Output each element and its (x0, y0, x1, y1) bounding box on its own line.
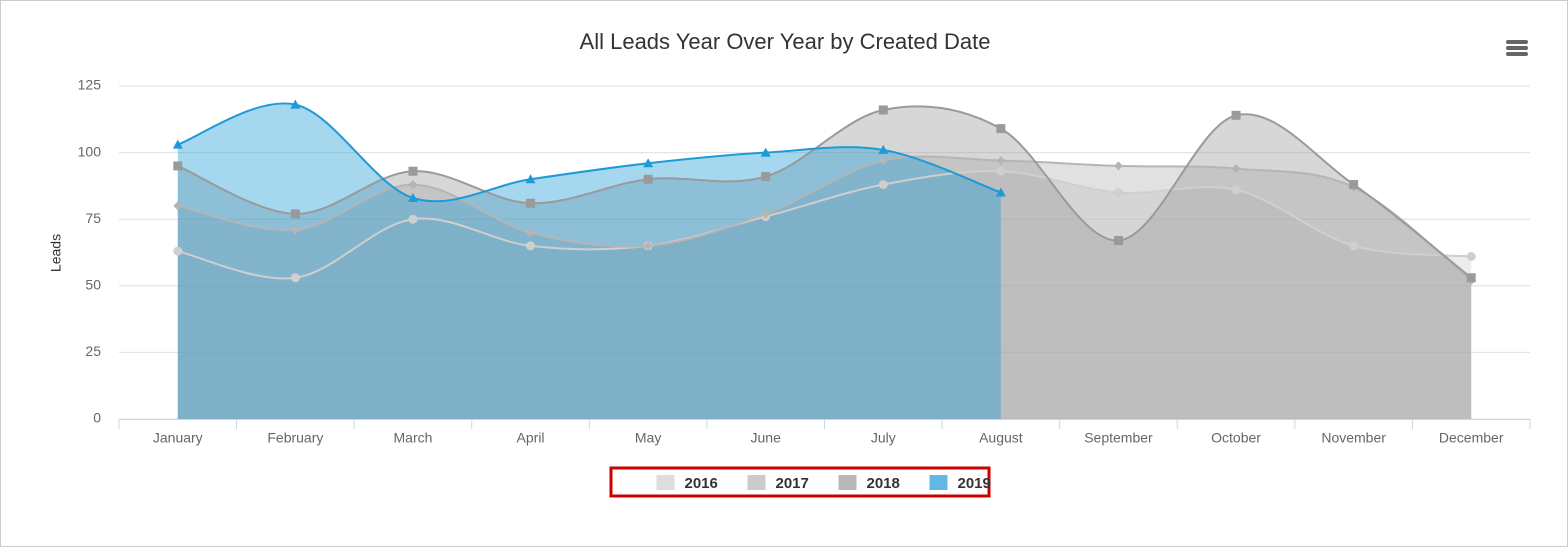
marker (996, 166, 1006, 176)
y-tick-label: 0 (93, 410, 101, 426)
marker (173, 246, 183, 256)
y-tick-label: 75 (85, 210, 101, 226)
x-tick-label: April (517, 430, 545, 446)
legend-swatch (747, 475, 766, 490)
legend-swatch (838, 475, 857, 490)
area (177, 106, 1472, 419)
marker (643, 174, 653, 184)
marker (1231, 164, 1241, 174)
marker (878, 105, 888, 115)
marker (996, 156, 1006, 166)
marker (526, 198, 536, 208)
legend-label: 2018 (867, 475, 900, 492)
x-tick-label: March (394, 430, 433, 446)
marker (878, 180, 888, 190)
marker (1231, 185, 1241, 195)
marker (408, 214, 418, 224)
legend-swatch (656, 475, 675, 490)
marker (1113, 236, 1123, 246)
marker (643, 158, 654, 168)
marker (1349, 180, 1359, 190)
marker (1349, 241, 1359, 251)
marker (1466, 273, 1476, 283)
x-tick-label: November (1321, 430, 1386, 446)
marker (1113, 188, 1123, 198)
legend-item[interactable]: 2016 (656, 475, 718, 492)
chart-title: All Leads Year Over Year by Created Date (580, 29, 991, 54)
legend-swatch (929, 475, 948, 490)
area (177, 103, 1001, 419)
line (177, 170, 1472, 280)
x-tick-label: February (267, 430, 323, 446)
marker (760, 147, 771, 157)
legend-item[interactable]: 2018 (838, 475, 900, 492)
marker (290, 225, 300, 235)
y-axis-label: Leads (48, 234, 64, 272)
x-tick-label: August (979, 430, 1023, 446)
legend-label: 2016 (685, 475, 718, 492)
marker (290, 99, 301, 109)
marker (526, 228, 536, 238)
marker (878, 156, 888, 166)
x-tick-label: May (635, 430, 661, 446)
menu-bar (1506, 40, 1528, 44)
menu-bar (1506, 46, 1528, 50)
marker (761, 172, 771, 182)
marker (290, 273, 300, 283)
x-tick-label: July (871, 430, 896, 446)
marker (172, 139, 183, 149)
marker (173, 161, 183, 171)
marker (1466, 251, 1476, 261)
y-tick-label: 50 (85, 277, 101, 293)
marker (995, 187, 1006, 197)
y-tick-label: 25 (85, 343, 101, 359)
marker (525, 174, 536, 184)
x-tick-label: December (1439, 430, 1504, 446)
marker (761, 209, 771, 219)
x-tick-label: October (1211, 430, 1261, 446)
line (177, 102, 1002, 203)
marker (526, 241, 536, 251)
marker (1113, 161, 1123, 171)
legend-highlight (609, 466, 991, 498)
area (177, 171, 1472, 419)
marker (290, 209, 300, 219)
menu-bar (1506, 52, 1528, 56)
marker (408, 166, 418, 176)
y-tick-label: 125 (78, 77, 102, 93)
legend-item[interactable]: 2017 (747, 475, 809, 492)
y-tick-label: 100 (78, 143, 102, 159)
marker (407, 192, 418, 202)
legend-label: 2019 (958, 475, 991, 492)
x-tick-label: September (1084, 430, 1153, 446)
marker (408, 180, 418, 190)
menu-button[interactable] (1506, 40, 1528, 56)
legend-label: 2017 (776, 475, 809, 492)
x-tick-label: June (751, 430, 782, 446)
x-tick-label: January (153, 430, 203, 446)
marker (173, 201, 183, 211)
marker (643, 241, 653, 251)
line (177, 155, 1472, 282)
marker (878, 144, 889, 154)
marker (996, 124, 1006, 134)
legend-item[interactable]: 2019 (929, 475, 991, 492)
marker (1231, 110, 1241, 120)
